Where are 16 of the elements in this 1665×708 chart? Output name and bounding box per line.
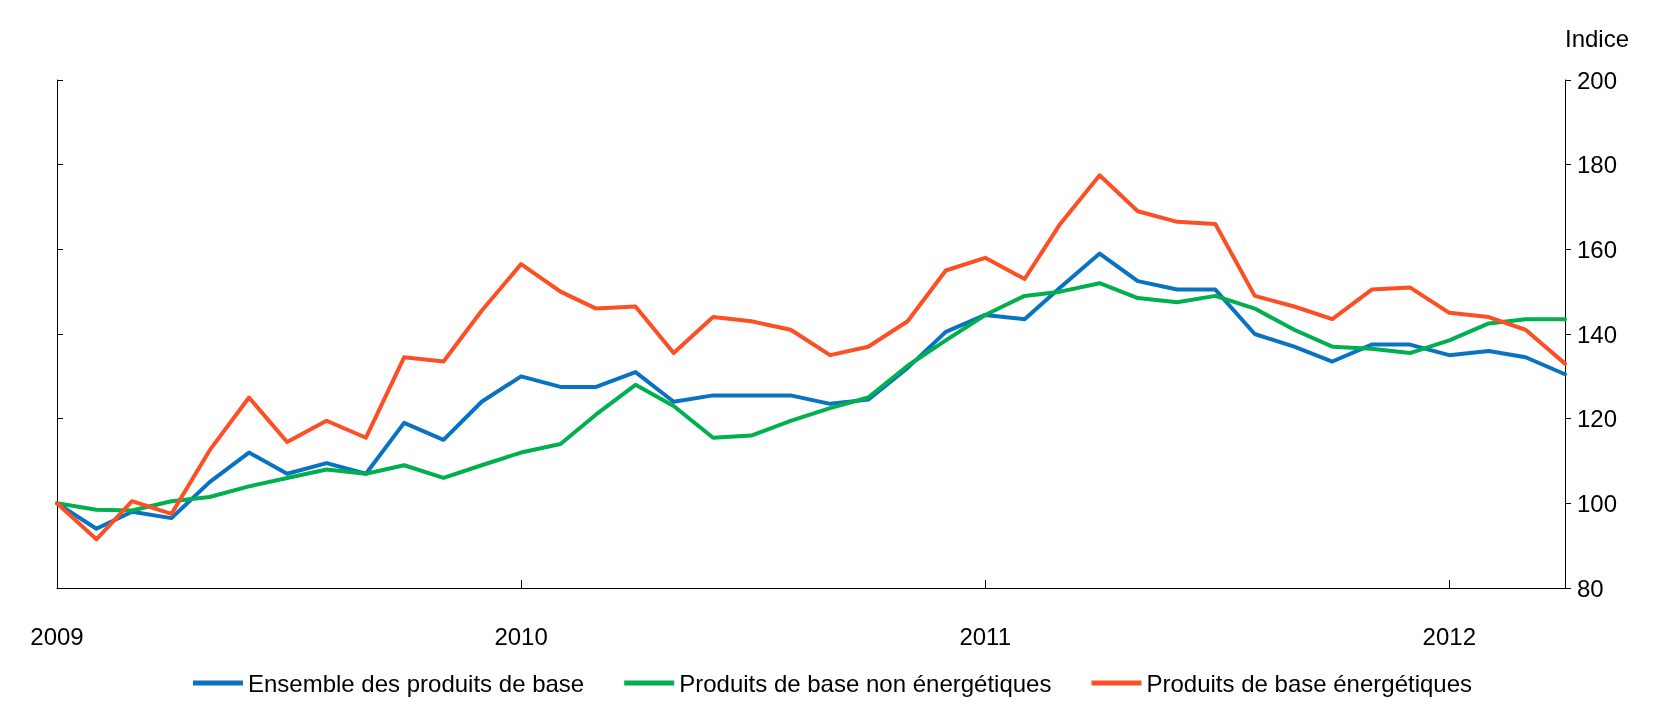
- y-tick-label: 80: [1577, 574, 1604, 602]
- y-tick-label: 200: [1577, 66, 1618, 94]
- x-tick-label: 2011: [959, 622, 1011, 650]
- x-tick-label: 2010: [494, 622, 548, 650]
- x-tick-label: 2009: [30, 622, 84, 650]
- y-tick-label: 120: [1577, 405, 1618, 433]
- y-tick-label: 180: [1577, 151, 1618, 179]
- legend-label: Produits de base énergétiques: [1146, 669, 1473, 697]
- y-tick-label: 140: [1577, 320, 1618, 348]
- legend-label: Produits de base non énergétiques: [679, 669, 1052, 697]
- y-tick-label: 100: [1577, 489, 1618, 517]
- legend-label: Ensemble des produits de base: [247, 669, 585, 697]
- line-series: [55, 173, 1567, 542]
- y-tick-label: 160: [1577, 235, 1618, 263]
- x-tick-label: 2012: [1422, 622, 1476, 650]
- y-axis-title: Indice: [1565, 24, 1630, 52]
